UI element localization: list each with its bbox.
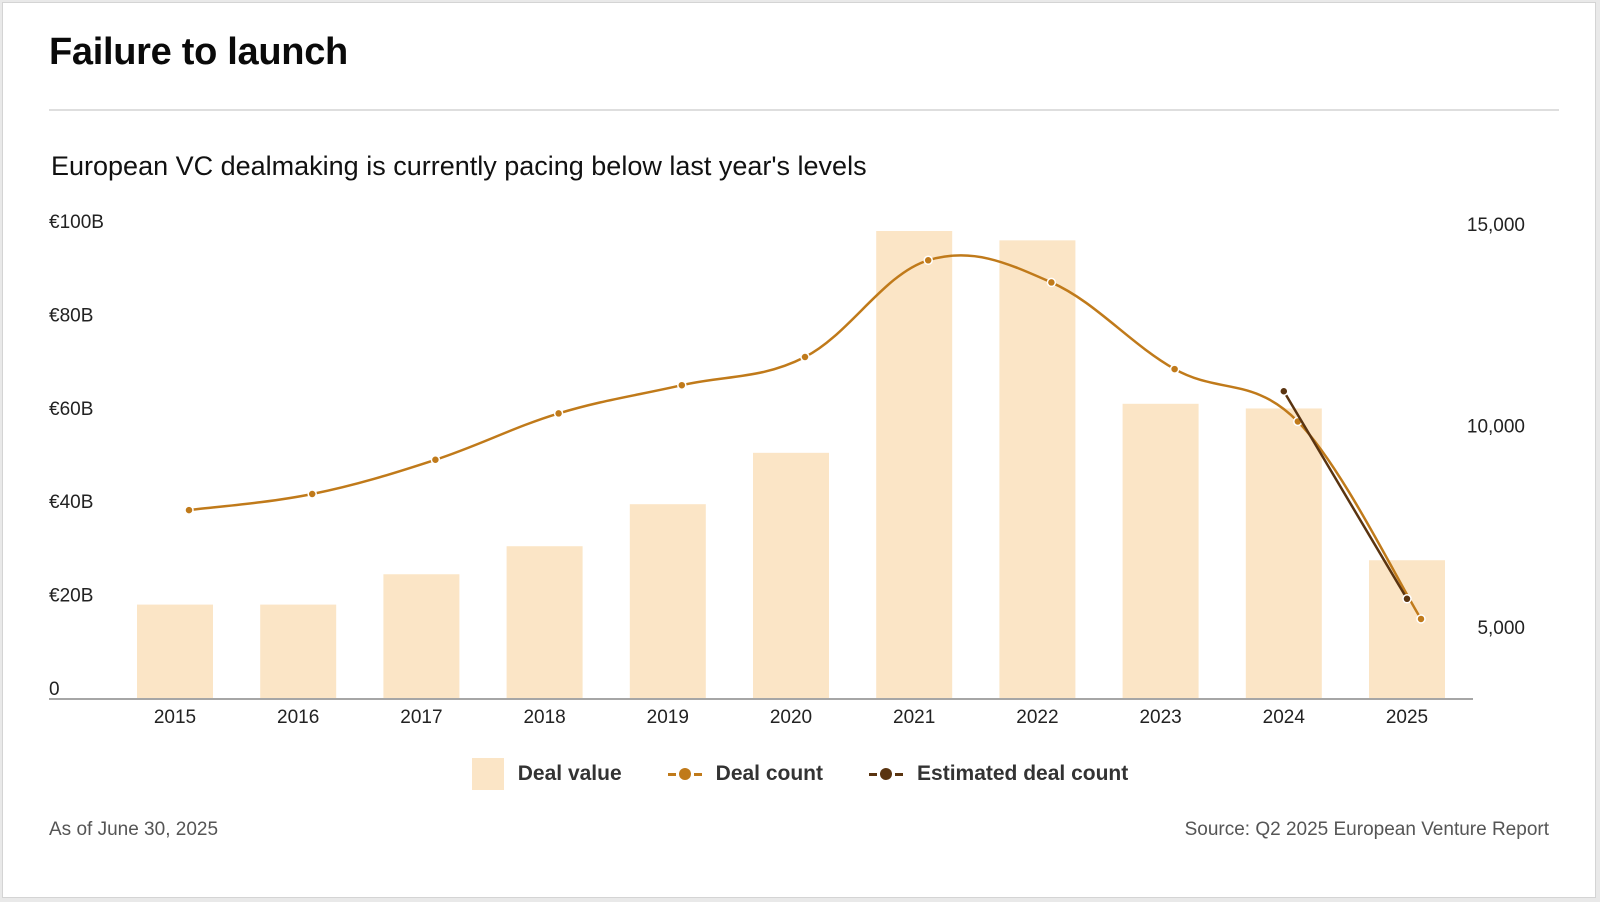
bar-2018 <box>506 546 583 698</box>
estimated-deal-count-swatch <box>869 767 904 781</box>
estimated-deal-count-point-2024 <box>1279 386 1289 396</box>
y-right-tick-label: 10,000 <box>1467 417 1525 438</box>
deal-count-point-2023 <box>1169 364 1180 374</box>
y-right-tick-label: 15,000 <box>1467 215 1525 236</box>
x-tick-label-2020: 2020 <box>770 707 812 728</box>
x-tick-label-2021: 2021 <box>893 707 935 728</box>
y-left-tick-label: €60B <box>49 399 93 420</box>
x-tick-label-2016: 2016 <box>277 707 319 728</box>
source-note: Source: Q2 2025 European Venture Report <box>1184 819 1549 840</box>
deal-count-line <box>188 254 1423 620</box>
y-right-tick-label: 5,000 <box>1477 618 1525 639</box>
as-of-note: As of June 30, 2025 <box>49 819 219 840</box>
bar-2019 <box>629 504 706 698</box>
y-left-tick-label: €80B <box>49 305 93 326</box>
legend-item-estimated-deal-count: Estimated deal count <box>869 762 1128 786</box>
deal-count-swatch <box>667 767 702 781</box>
chart-axes: 2015 2016 2017 2018 2019 2020 2021 2022 2023 2024… <box>49 212 1525 728</box>
legend-label-estimated-deal-count: Estimated deal count <box>917 762 1129 785</box>
chart-legend: Deal value Deal count Estimated deal cou… <box>3 758 1597 790</box>
bar-2020 <box>753 452 829 698</box>
y-left-tick-label: €100B <box>49 212 104 233</box>
deal-count-lines <box>184 254 1426 624</box>
deal-count-point-2021 <box>923 255 933 266</box>
x-tick-label-2023: 2023 <box>1139 707 1181 728</box>
deal-count-point-2015 <box>184 505 194 515</box>
y-left-tick-label: 0 <box>49 679 60 700</box>
legend-label-deal-count: Deal count <box>715 762 824 785</box>
x-tick-label-2024: 2024 <box>1263 707 1306 728</box>
deal-value-bars <box>137 231 1445 698</box>
x-tick-label-2025: 2025 <box>1386 707 1428 728</box>
y-left-tick-label: €20B <box>49 586 93 607</box>
title-divider <box>49 109 1559 111</box>
x-tick-label-2018: 2018 <box>523 707 565 728</box>
chart-title: Failure to launch <box>49 31 348 73</box>
deal-value-swatch <box>471 758 504 790</box>
bar-2023 <box>1122 403 1199 698</box>
x-tick-label-2015: 2015 <box>154 707 196 728</box>
estimated-deal-count-line <box>1282 390 1409 600</box>
deal-count-point-2017 <box>430 455 441 465</box>
estimated-deal-count-point-2025 <box>1402 594 1412 604</box>
bar-2017 <box>383 574 460 698</box>
bar-2025 <box>1369 560 1445 698</box>
deal-count-point-2019 <box>677 380 687 390</box>
bar-2021 <box>876 231 953 698</box>
legend-item-deal-count: Deal count <box>667 762 824 786</box>
deal-count-point-2025 <box>1416 614 1426 624</box>
bar-2016 <box>260 604 337 698</box>
deal-count-point-2018 <box>553 408 564 419</box>
y-left-tick-label: €40B <box>49 492 93 513</box>
deal-count-point-2022 <box>1046 277 1057 288</box>
bar-2024 <box>1245 408 1322 698</box>
x-tick-label-2022: 2022 <box>1016 707 1058 728</box>
chart-subtitle: European VC dealmaking is currently paci… <box>51 151 867 181</box>
legend-label-deal-value: Deal value <box>517 762 622 785</box>
deal-count-point-2016 <box>307 489 317 499</box>
deal-count-point-2020 <box>800 352 810 362</box>
combo-chart: 2015 2016 2017 2018 2019 2020 2021 2022 2023 2024… <box>49 212 1525 728</box>
bar-2022 <box>999 240 1076 698</box>
x-tick-label-2017: 2017 <box>400 707 442 728</box>
legend-item-deal-value: Deal value <box>471 758 622 790</box>
bar-2015 <box>137 604 213 698</box>
x-tick-label-2019: 2019 <box>647 707 689 728</box>
